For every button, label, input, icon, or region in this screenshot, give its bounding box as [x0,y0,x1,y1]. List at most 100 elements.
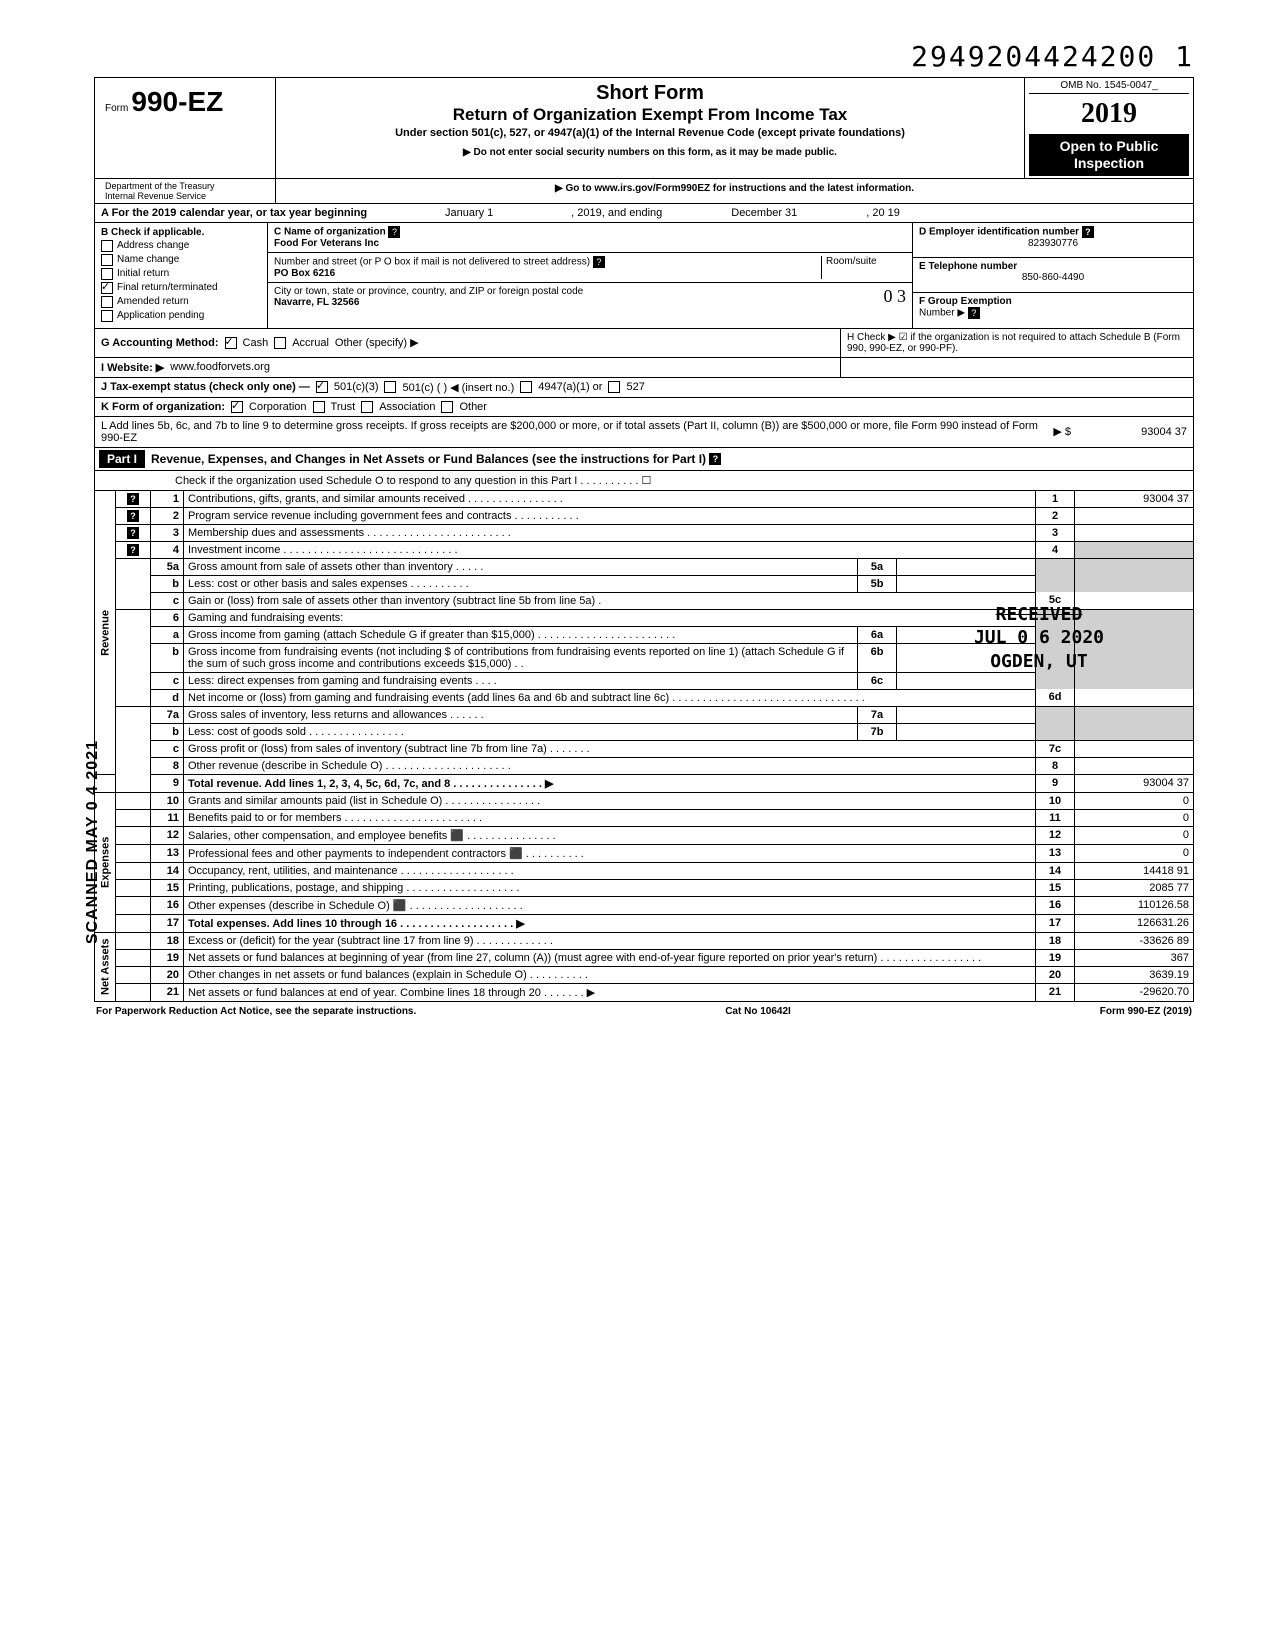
line-mval [897,626,1036,643]
title-box: Short Form Return of Organization Exempt… [276,78,1025,178]
document-locator-number: 2949204424200 1 [94,40,1194,73]
line-mnum: 6b [858,643,897,672]
line-rval: 367 [1075,949,1194,966]
line-mnum: 7a [858,706,897,723]
line-14: 14 Occupancy, rent, utilities, and maint… [95,862,1194,879]
line-desc: Professional fees and other payments to … [184,844,1036,862]
org-name-value: Food For Veterans Inc [274,238,906,249]
help-icon[interactable]: ? [968,307,980,319]
line-rval [1075,757,1194,774]
checkbox-icon[interactable] [313,401,325,413]
help-icon[interactable]: ? [709,453,721,465]
line-desc: Salaries, other compensation, and employ… [184,826,1036,844]
check-name-change[interactable]: Name change [101,254,261,266]
org-addr-value: PO Box 6216 [274,268,821,279]
revenue-section-label: Revenue [95,491,116,775]
line-num: 19 [151,949,184,966]
line-rval [1075,524,1194,541]
line-rval: 0 [1075,809,1194,826]
part-i-header-row: Part I Revenue, Expenses, and Changes in… [94,448,1194,471]
help-icon[interactable]: ? [127,493,139,505]
line-13: 13 Professional fees and other payments … [95,844,1194,862]
line-num: 3 [151,524,184,541]
website-value: www.foodforvets.org [170,361,270,373]
checkbox-icon[interactable] [608,381,620,393]
col-b-header: B Check if applicable. [101,227,261,238]
checkbox-icon[interactable] [225,337,237,349]
help-icon[interactable]: ? [127,527,139,539]
line-desc: Gross amount from sale of assets other t… [184,558,858,575]
checkbox-icon[interactable] [520,381,532,393]
row-a-begin: January 1 [373,204,565,222]
website-label: I Website: ▶ [101,361,164,374]
line-rval [1075,507,1194,524]
checkbox-icon[interactable] [316,381,328,393]
trust-label: Trust [331,401,356,413]
col-c-name-address: C Name of organization ? Food For Vetera… [268,223,912,328]
line-rnum: 14 [1036,862,1075,879]
checkbox-icon[interactable] [441,401,453,413]
line-desc: Gain or (loss) from sale of assets other… [184,592,1036,609]
line-num: 16 [151,896,184,914]
subtitle: Under section 501(c), 527, or 4947(a)(1)… [284,127,1016,139]
check-initial-return[interactable]: Initial return [101,268,261,280]
line-desc: Net assets or fund balances at beginning… [184,949,1036,966]
checkbox-icon [101,268,113,280]
checkbox-icon [101,254,113,266]
row-a-end: December 31 [668,204,860,222]
check-label: Address change [117,240,189,251]
line-7b: b Less: cost of goods sold . . . . . . .… [95,723,1194,740]
part-i-check-line: Check if the organization used Schedule … [94,471,1194,491]
check-final-return[interactable]: Final return/terminated [101,282,261,294]
accrual-label: Accrual [292,337,329,349]
room-suite-label: Room/suite [821,256,906,279]
line-16: 16 Other expenses (describe in Schedule … [95,896,1194,914]
line-6d: d Net income or (loss) from gaming and f… [95,689,1194,706]
help-icon[interactable]: ? [1082,226,1094,238]
dept-row: Department of the Treasury Internal Reve… [94,179,1194,204]
line-sub: c [151,672,184,689]
omb-number: OMB No. 1545-0047_ [1029,80,1189,94]
help-icon[interactable]: ? [127,544,139,556]
line-desc: Total revenue. Add lines 1, 2, 3, 4, 5c,… [184,774,1036,792]
line-desc: Gross income from fundraising events (no… [184,643,858,672]
checkbox-icon[interactable] [274,337,286,349]
line-5a: 5a Gross amount from sale of assets othe… [95,558,1194,575]
line-rnum: 15 [1036,879,1075,896]
line-desc: Program service revenue including govern… [184,507,1036,524]
line-sub: d [151,689,184,706]
line-rnum: 6d [1036,689,1075,706]
org-city-label: City or town, state or province, country… [274,286,583,297]
line-10: Expenses 10 Grants and similar amounts p… [95,792,1194,809]
footer-left: For Paperwork Reduction Act Notice, see … [96,1006,416,1017]
row-l-arrow: ▶ $ [1053,425,1071,438]
check-amended-return[interactable]: Amended return [101,296,261,308]
line-rnum: 18 [1036,932,1075,949]
ein-value: 823930776 [919,238,1187,249]
line-5b: b Less: cost or other basis and sales ex… [95,575,1194,592]
help-icon[interactable]: ? [593,256,605,268]
open-to-public: Open to Public Inspection [1029,134,1189,176]
s527-label: 527 [626,381,644,393]
col-b-check-applicable: B Check if applicable. Address change Na… [95,223,268,328]
line-sub: c [151,592,184,609]
line-6: 6 Gaming and fundraising events: [95,609,1194,626]
dept-box: Department of the Treasury Internal Reve… [95,179,276,203]
checkbox-icon[interactable] [384,381,396,393]
cash-label: Cash [243,337,269,349]
org-city-value: Navarre, FL 32566 [274,297,583,308]
part-i-table: Revenue ? 1 Contributions, gifts, grants… [94,491,1194,1002]
line-15: 15 Printing, publications, postage, and … [95,879,1194,896]
checkbox-icon[interactable] [361,401,373,413]
checkbox-icon[interactable] [231,401,243,413]
line-rval: 2085 77 [1075,879,1194,896]
help-icon[interactable]: ? [127,510,139,522]
line-num: 14 [151,862,184,879]
check-address-change[interactable]: Address change [101,240,261,252]
form-number: 990-EZ [131,86,223,117]
line-rval: -33626 89 [1075,932,1194,949]
line-rnum: 7c [1036,740,1075,757]
help-icon[interactable]: ? [388,226,400,238]
check-application-pending[interactable]: Application pending [101,310,261,322]
line-12: 12 Salaries, other compensation, and emp… [95,826,1194,844]
